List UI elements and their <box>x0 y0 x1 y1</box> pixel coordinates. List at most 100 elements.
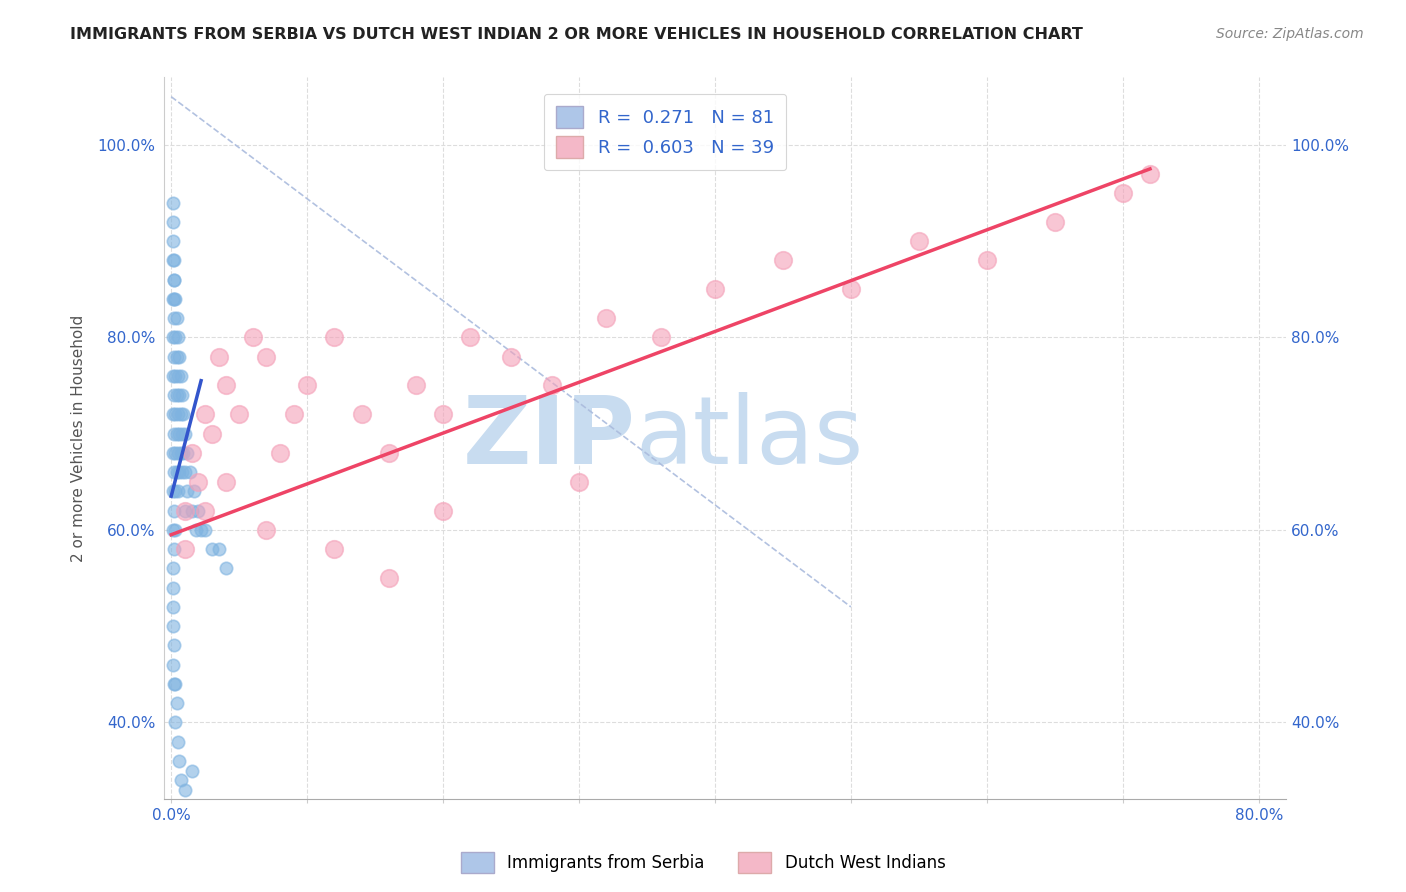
Point <box>167 330 190 344</box>
Point <box>173 426 195 441</box>
Text: ZIP: ZIP <box>463 392 636 484</box>
Point <box>162 330 184 344</box>
Point <box>208 542 231 557</box>
Y-axis label: 2 or more Vehicles in Household: 2 or more Vehicles in Household <box>72 315 86 562</box>
Point <box>458 330 481 344</box>
Point <box>170 446 193 460</box>
Point <box>165 408 187 422</box>
Point <box>540 378 562 392</box>
Point <box>405 378 427 392</box>
Point <box>162 195 184 210</box>
Text: IMMIGRANTS FROM SERBIA VS DUTCH WEST INDIAN 2 OR MORE VEHICLES IN HOUSEHOLD CORR: IMMIGRANTS FROM SERBIA VS DUTCH WEST IND… <box>70 27 1083 42</box>
Point <box>839 282 862 296</box>
Point <box>166 465 188 479</box>
Point <box>165 446 187 460</box>
Point <box>165 330 187 344</box>
Point <box>283 408 305 422</box>
Point <box>169 754 191 768</box>
Point <box>165 715 187 730</box>
Point <box>176 446 198 460</box>
Point <box>162 619 184 633</box>
Point <box>165 484 187 499</box>
Text: atlas: atlas <box>636 392 863 484</box>
Point <box>170 368 193 383</box>
Point <box>163 272 186 286</box>
Point <box>208 350 231 364</box>
Point <box>180 503 202 517</box>
Point <box>162 561 184 575</box>
Point <box>180 446 202 460</box>
Point <box>163 350 186 364</box>
Point <box>165 523 187 537</box>
Point <box>163 272 186 286</box>
Point <box>1139 167 1161 181</box>
Point <box>162 599 184 614</box>
Point <box>432 408 454 422</box>
Point <box>170 465 193 479</box>
Point <box>254 523 277 537</box>
Point <box>166 696 188 710</box>
Point <box>167 734 190 748</box>
Point <box>187 503 209 517</box>
Point <box>377 446 399 460</box>
Point <box>908 234 931 248</box>
Point <box>172 408 194 422</box>
Point <box>201 426 224 441</box>
Point <box>295 378 318 392</box>
Point <box>190 523 212 537</box>
Point <box>169 465 191 479</box>
Point <box>163 465 186 479</box>
Point <box>172 446 194 460</box>
Point <box>163 677 186 691</box>
Point <box>163 311 186 326</box>
Point <box>162 523 184 537</box>
Point <box>167 484 190 499</box>
Point <box>163 292 186 306</box>
Point <box>184 523 207 537</box>
Point <box>173 503 195 517</box>
Point <box>772 253 794 268</box>
Point <box>163 639 186 653</box>
Point <box>162 581 184 595</box>
Point <box>228 408 250 422</box>
Point <box>166 426 188 441</box>
Point <box>176 484 198 499</box>
Point <box>170 388 193 402</box>
Point <box>170 408 193 422</box>
Point <box>162 253 184 268</box>
Point <box>162 368 184 383</box>
Point <box>165 368 187 383</box>
Point <box>162 657 184 672</box>
Point <box>162 484 184 499</box>
Point <box>323 330 346 344</box>
Point <box>180 764 202 778</box>
Point <box>166 311 188 326</box>
Point <box>194 408 217 422</box>
Point <box>169 426 191 441</box>
Point <box>568 475 591 489</box>
Point <box>976 253 998 268</box>
Point <box>169 350 191 364</box>
Point <box>187 475 209 489</box>
Point <box>214 378 236 392</box>
Point <box>162 292 184 306</box>
Point <box>1112 186 1135 200</box>
Point <box>167 446 190 460</box>
Point <box>163 503 186 517</box>
Point <box>432 503 454 517</box>
Point <box>162 234 184 248</box>
Point <box>162 215 184 229</box>
Point <box>595 311 617 326</box>
Point <box>173 503 195 517</box>
Point <box>163 388 186 402</box>
Point <box>214 475 236 489</box>
Point <box>214 561 236 575</box>
Point <box>162 446 184 460</box>
Point <box>704 282 727 296</box>
Point <box>167 408 190 422</box>
Point <box>165 677 187 691</box>
Point <box>163 426 186 441</box>
Point <box>201 542 224 557</box>
Point <box>169 388 191 402</box>
Point <box>254 350 277 364</box>
